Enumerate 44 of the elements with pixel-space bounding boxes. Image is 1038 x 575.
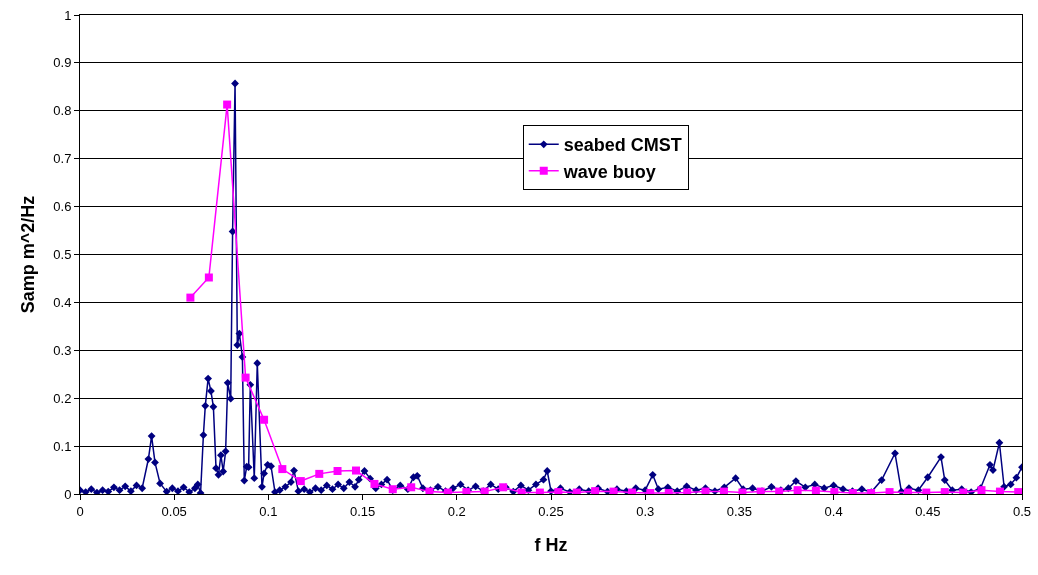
y-tick-label: 0.1 — [53, 438, 72, 454]
y-tick-label: 0.5 — [53, 247, 72, 263]
point — [719, 487, 728, 494]
x-tick-label: 0.05 — [161, 503, 187, 519]
point — [1014, 488, 1022, 494]
point — [793, 486, 802, 494]
x-tick-label: 0.4 — [824, 503, 843, 519]
point — [352, 466, 361, 475]
point — [315, 469, 324, 478]
y-axis-title: Samp m^2/Hz — [17, 195, 38, 314]
point — [609, 487, 618, 494]
point — [407, 483, 416, 492]
y-tick-label: 1 — [64, 7, 72, 23]
x-tick-label: 0.2 — [447, 503, 466, 519]
point — [204, 273, 213, 282]
point — [296, 477, 305, 486]
legend-label: seabed CMST — [563, 135, 682, 156]
point — [241, 373, 250, 382]
x-tick-label: 0.15 — [349, 503, 376, 519]
x-tick-label: 0.45 — [915, 503, 941, 519]
point — [260, 415, 269, 424]
y-tick-label: 0.8 — [53, 103, 72, 119]
y-tick-label: 0.2 — [53, 390, 72, 406]
y-tick-label: 0.6 — [53, 199, 72, 215]
x-tick-label: 0.5 — [1012, 503, 1032, 519]
point — [186, 293, 195, 302]
point — [278, 465, 287, 474]
y-tick-label: 0 — [64, 486, 72, 502]
y-tick-label: 0.3 — [53, 342, 72, 358]
point — [333, 467, 342, 476]
y-tick-label: 0.7 — [53, 151, 72, 167]
x-tick-label: 0.3 — [636, 503, 655, 519]
point — [370, 479, 379, 488]
legend-label: wave buoy — [562, 161, 656, 182]
x-tick-label: 0.25 — [538, 503, 564, 519]
x-tick-label: 0.35 — [726, 503, 753, 519]
x-tick-label: 0.1 — [259, 503, 278, 519]
point — [223, 100, 232, 109]
point — [811, 486, 820, 494]
x-tick-label: 0 — [76, 503, 84, 519]
point — [995, 487, 1004, 494]
x-axis-title: f Hz — [534, 534, 568, 555]
y-tick-label: 0.9 — [53, 55, 72, 71]
y-tick-label: 0.4 — [53, 294, 72, 310]
